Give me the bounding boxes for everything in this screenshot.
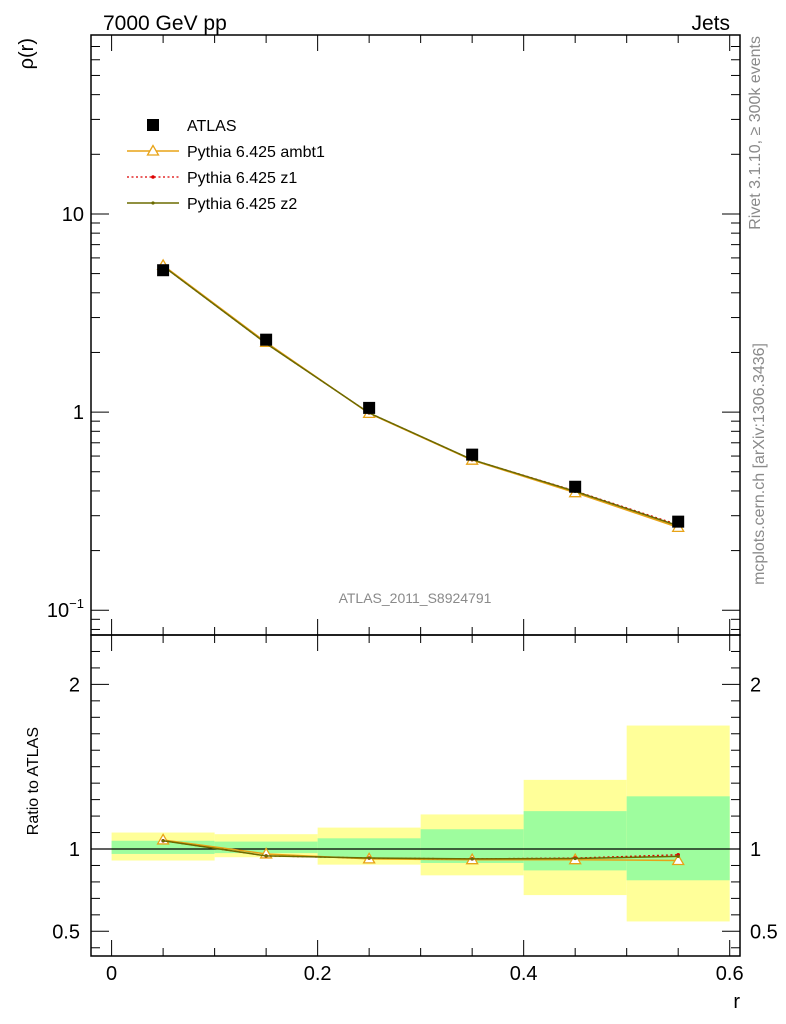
ratio-x-tick-label: 0 (106, 963, 117, 985)
main-series-0-point (157, 264, 170, 277)
ratio-panel: Ratio to ATLAS r 0.5 0.5 1 1 2 2 0 0.2 0.4 0.6 (25, 634, 778, 1013)
main-y-tick-label: 10−1 (47, 596, 84, 622)
ratio-x-tick-label: 0.2 (304, 963, 332, 985)
ratio-frame (90, 634, 741, 957)
main-frame (90, 34, 741, 636)
legend: ATLAS Pythia 6.425 ambt1 Pythia 6.425 z1 Py… (127, 118, 325, 213)
main-panel: ATLAS_2011_S8924791 ρ(r) 10−1 1 10 ATLAS Py… (16, 34, 741, 636)
ratio-series-0-line (163, 839, 679, 862)
rivet-label: Rivet 3.1.10, ≥ 300k events (747, 36, 764, 230)
ratio-series-2-point (470, 857, 474, 861)
main-series-0-point (672, 515, 685, 528)
ratio-x-tick-label: 0.4 (510, 963, 538, 985)
legend-item-1: Pythia 6.425 ambt1 (127, 144, 325, 161)
legend-label: Pythia 6.425 z1 (187, 170, 297, 187)
legend-item-0: ATLAS (147, 118, 237, 135)
legend-item-2: Pythia 6.425 z1 (127, 170, 297, 187)
ratio-series-2-point (676, 854, 680, 859)
ratio-band-inner (317, 838, 421, 859)
ratio-y-tick-label-right: 0.5 (750, 921, 778, 943)
main-series-0-point (569, 480, 582, 493)
legend-swatch-marker (151, 201, 155, 205)
legend-item-3: Pythia 6.425 z2 (127, 196, 297, 213)
main-y-tick-label: 1 (73, 402, 84, 424)
x-axis-label: r (733, 991, 740, 1013)
header-right: Jets (691, 12, 730, 35)
ratio-y-tick-label-right: 2 (750, 674, 761, 696)
ratio-series-2-point (573, 856, 577, 861)
ratio-series-2-line (163, 840, 679, 860)
main-series-0 (157, 264, 685, 528)
header-left: 7000 GeV pp (103, 12, 227, 35)
ratio-y-tick-label-left: 2 (69, 674, 80, 696)
main-ylabel: ρ(r) (16, 38, 38, 69)
ratio-ylabel: Ratio to ATLAS (25, 727, 42, 835)
ratio-band-inner (626, 796, 730, 881)
main-series-3-line (162, 265, 679, 527)
mcplots-label: mcplots.cern.ch [arXiv:1306.3436] (751, 343, 768, 585)
main-y-tick-label: 10 (62, 204, 84, 226)
ratio-series-2-point (264, 854, 268, 858)
ratio-series-2-point (367, 856, 371, 860)
ratio-y-tick-label-right: 1 (750, 839, 761, 861)
legend-swatch (147, 119, 159, 131)
legend-swatch-marker (146, 144, 160, 156)
legend-swatch-marker (151, 175, 155, 179)
main-series-0-point (363, 401, 376, 414)
ratio-series-2-point (161, 839, 165, 843)
ratio-series-2 (161, 839, 680, 861)
ratio-y-tick-label-left: 1 (69, 839, 80, 861)
main-series-0-point (466, 448, 479, 461)
main-series-0-point (260, 333, 273, 346)
watermark: ATLAS_2011_S8924791 (339, 590, 492, 606)
ratio-series-0-point (671, 853, 685, 866)
legend-label: Pythia 6.425 z2 (187, 196, 297, 213)
ratio-x-tick-label: 0.6 (716, 963, 744, 985)
legend-label: Pythia 6.425 ambt1 (187, 144, 325, 161)
ratio-y-tick-label-left: 0.5 (52, 921, 80, 943)
legend-label: ATLAS (187, 118, 237, 135)
